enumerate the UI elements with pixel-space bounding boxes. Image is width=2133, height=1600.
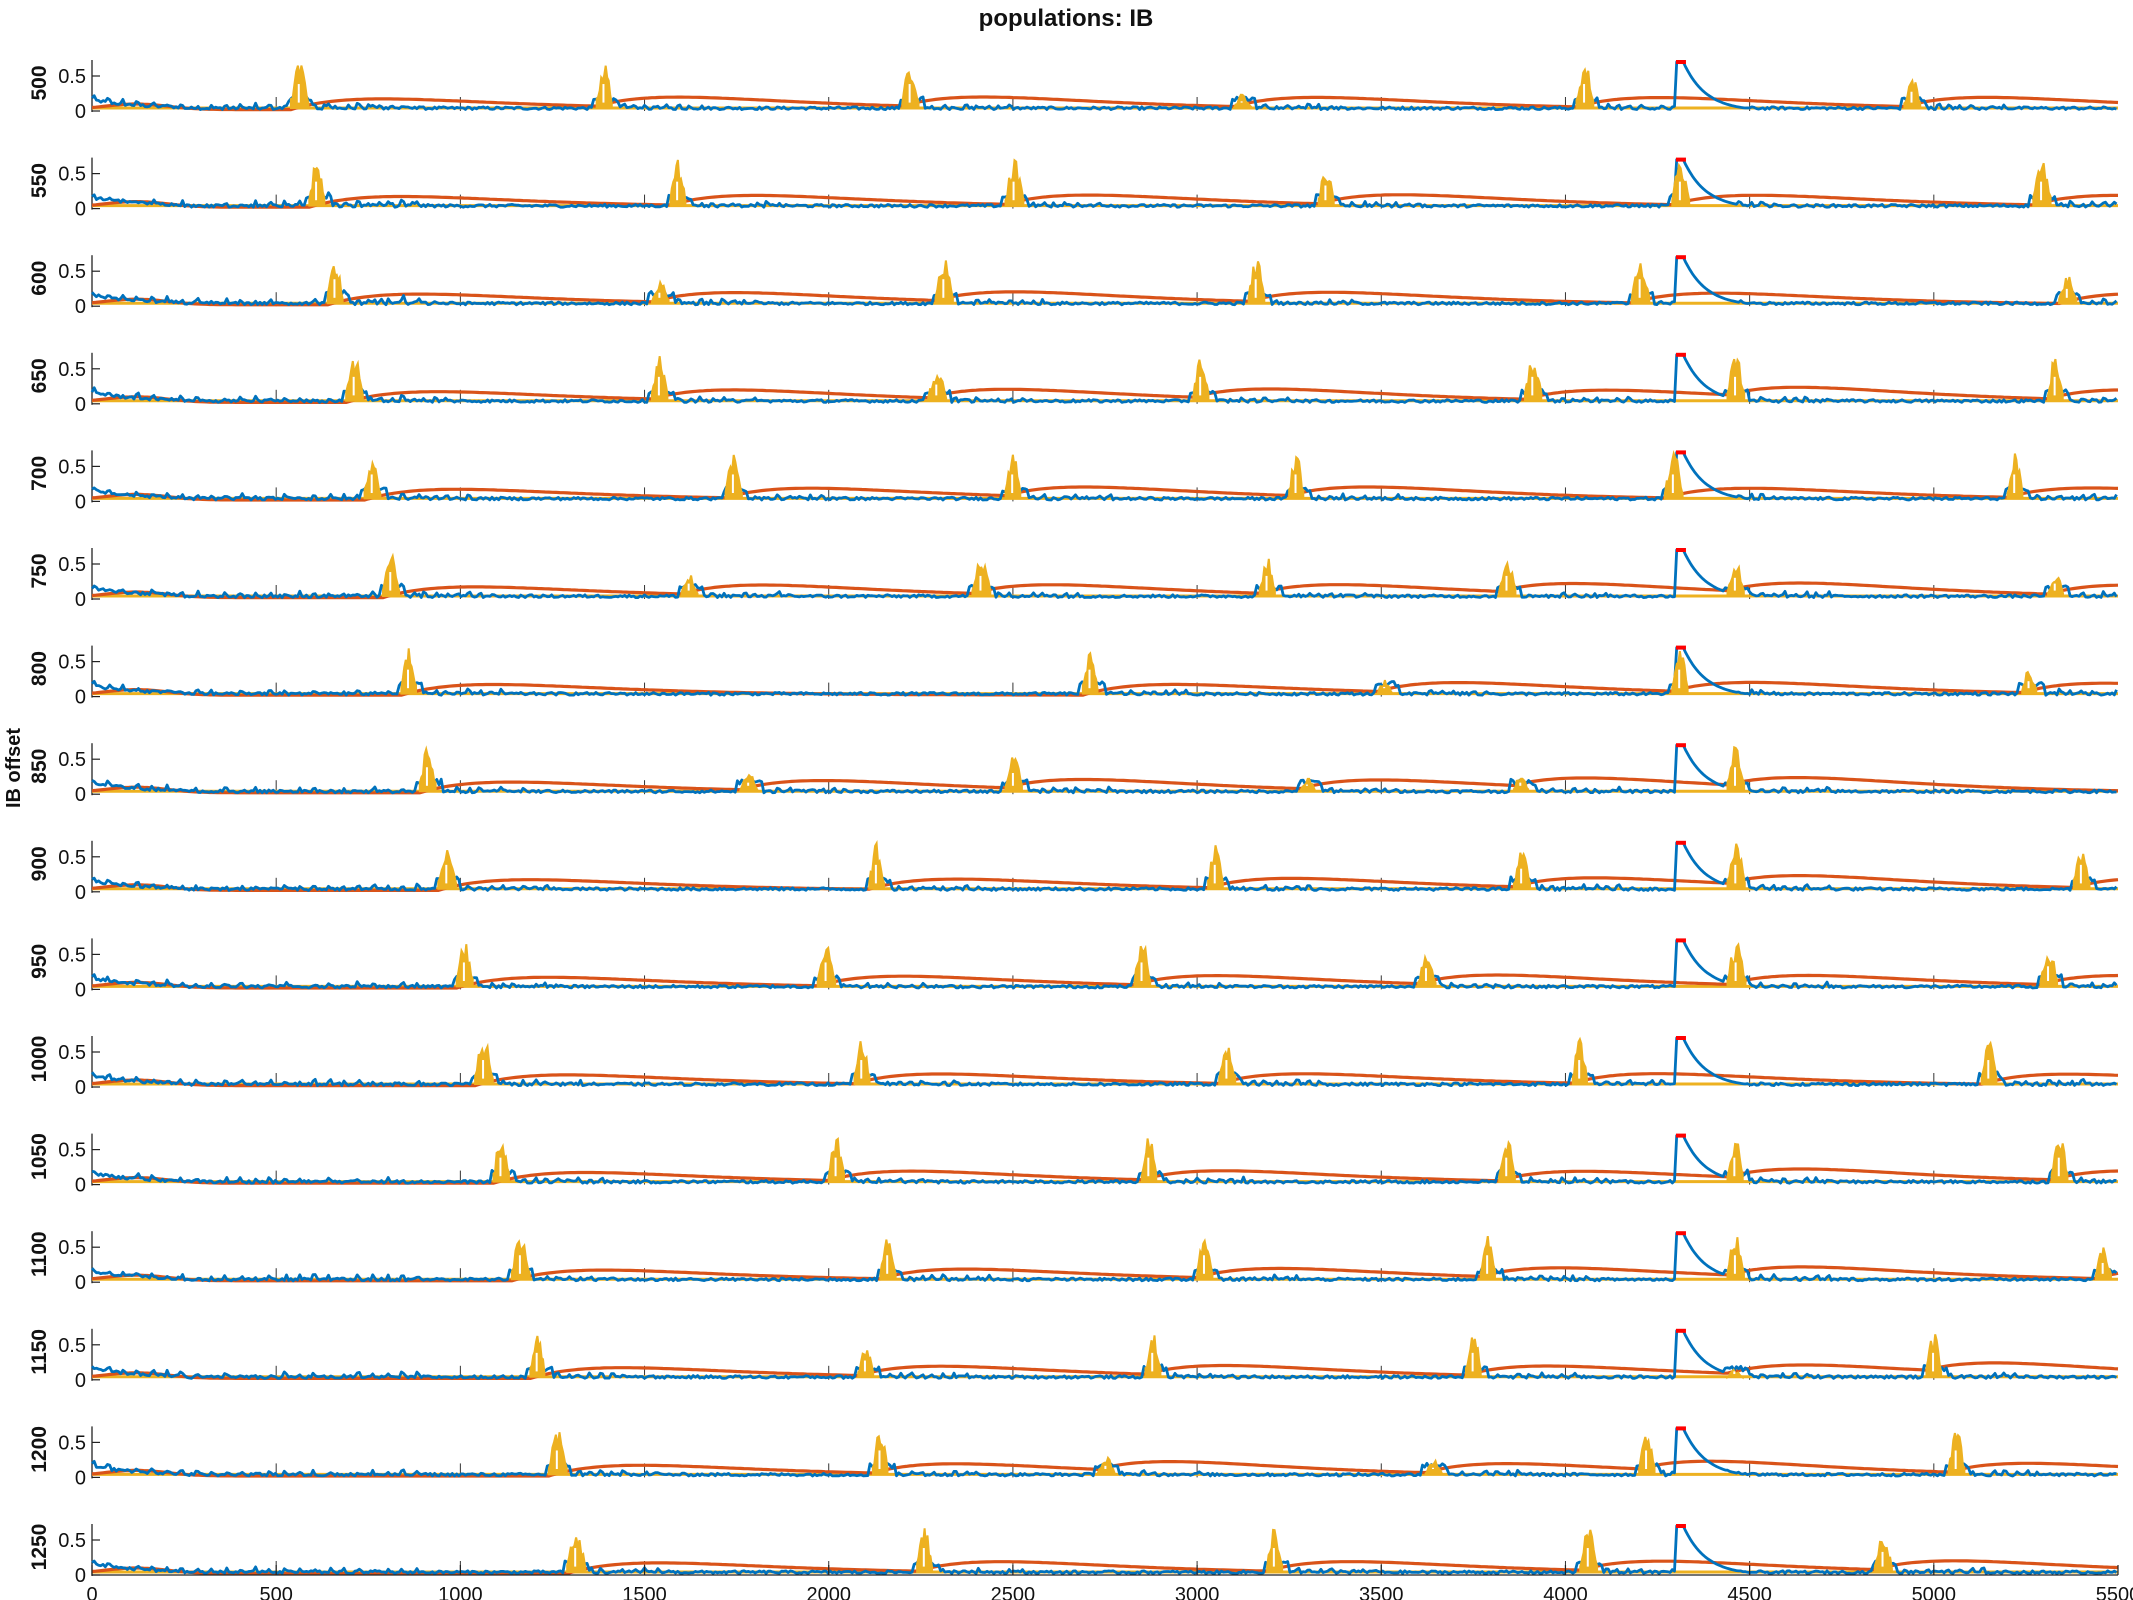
panel-550: 0 0.5 550 (28, 158, 2118, 221)
panel-y-tick-label: 0 (75, 1467, 86, 1489)
panel-y-tick-label: 0.5 (58, 66, 86, 88)
panel-y-tick-label: 0.5 (58, 164, 86, 186)
panel-y-tick-label: 0 (75, 589, 86, 611)
x-tick-label: 1000 (438, 1584, 483, 1600)
panel-600: 0 0.5 600 (28, 255, 2118, 318)
panel-1000: 0 0.5 1000 (28, 1036, 2118, 1099)
panel-800: 0 0.5 800 (28, 646, 2118, 709)
panel-y-tick-label: 0 (75, 1175, 86, 1197)
panel-1250: 0 0.5 1250 (28, 1524, 2118, 1587)
chart-title: populations: IB (979, 5, 1154, 32)
x-tick-label: 4000 (1543, 1584, 1588, 1600)
panel-1200: 0 0.5 1200 (28, 1426, 2118, 1489)
panel-y-tick-label: 0.5 (58, 847, 86, 869)
x-tick-label: 2000 (806, 1584, 851, 1600)
x-tick-label: 3500 (1359, 1584, 1404, 1600)
panel-900: 0 0.5 900 (28, 841, 2118, 904)
x-tick-label: 2500 (991, 1584, 1036, 1600)
panel-y-tick-label: 0 (75, 1370, 86, 1392)
panel-650: 0 0.5 650 (28, 353, 2118, 416)
panel-y-tick-label: 0 (75, 296, 86, 318)
panel-offset-label: 600 (28, 261, 51, 296)
panel-y-tick-label: 0 (75, 199, 86, 221)
panel-offset-label: 1100 (28, 1231, 51, 1277)
x-tick-label: 0 (86, 1584, 97, 1600)
panel-850: 0 0.5 850 (28, 743, 2118, 806)
panel-y-tick-label: 0.5 (58, 554, 86, 576)
panel-y-tick-label: 0 (75, 491, 86, 513)
x-tick-label: 5000 (1912, 1584, 1957, 1600)
panel-1100: 0 0.5 1100 (28, 1231, 2118, 1294)
panel-y-tick-label: 0.5 (58, 261, 86, 283)
panel-y-tick-label: 0.5 (58, 1140, 86, 1162)
series-blue (92, 648, 2117, 696)
panel-y-tick-label: 0.5 (58, 359, 86, 381)
panel-750: 0 0.5 750 (28, 548, 2118, 611)
panel-y-tick-label: 0 (75, 1077, 86, 1099)
panel-offset-label: 700 (28, 456, 51, 491)
panel-y-tick-label: 0 (75, 687, 86, 709)
y-axis-label: IB offset (3, 728, 25, 808)
panel-1050: 0 0.5 1050 (28, 1133, 2118, 1196)
panel-offset-label: 950 (28, 944, 51, 979)
panel-y-tick-label: 0.5 (58, 456, 86, 478)
panel-offset-label: 1250 (28, 1524, 51, 1571)
panel-offset-label: 1200 (28, 1426, 51, 1473)
panel-y-tick-label: 0 (75, 394, 86, 416)
panel-y-tick-label: 0.5 (58, 1432, 86, 1454)
panel-y-tick-label: 0 (75, 784, 86, 806)
series-blue (92, 745, 2117, 793)
panel-1150: 0 0.5 1150 (28, 1329, 2118, 1392)
panel-y-tick-label: 0.5 (58, 1237, 86, 1259)
panel-offset-label: 1000 (28, 1036, 51, 1083)
x-tick-label: 4500 (1727, 1584, 1772, 1600)
panel-y-tick-label: 0.5 (58, 652, 86, 674)
panels-group: 0 0.5 500 0 0.5 550 0 0.5 600 0 0.5 650 0 0.5 700 0 0.5 7… (28, 60, 2118, 1587)
x-tick-label: 1500 (622, 1584, 667, 1600)
series-blue (92, 160, 2117, 208)
panel-y-tick-label: 0 (75, 979, 86, 1001)
panel-y-tick-label: 0.5 (58, 1530, 86, 1552)
panel-offset-label: 800 (28, 651, 51, 686)
panel-y-tick-label: 0 (75, 1565, 86, 1587)
panel-950: 0 0.5 950 (28, 938, 2118, 1001)
series-blue (92, 940, 2117, 988)
panel-offset-label: 650 (28, 358, 51, 393)
x-tick-label: 3000 (1175, 1584, 1220, 1600)
panel-y-tick-label: 0 (75, 1272, 86, 1294)
x-tick-label: 500 (259, 1584, 292, 1600)
panel-offset-label: 1050 (28, 1133, 51, 1180)
panel-offset-label: 750 (28, 553, 51, 588)
panel-y-tick-label: 0 (75, 101, 86, 123)
panel-offset-label: 1150 (28, 1329, 51, 1375)
series-blue (92, 355, 2117, 403)
panel-offset-label: 550 (28, 163, 51, 198)
panel-500: 0 0.5 500 (28, 60, 2118, 123)
panel-offset-label: 850 (28, 749, 51, 784)
panel-700: 0 0.5 700 (28, 450, 2118, 513)
panel-offset-label: 500 (28, 65, 51, 100)
panel-y-tick-label: 0 (75, 882, 86, 904)
panel-y-tick-label: 0.5 (58, 1042, 86, 1064)
series-blue (92, 1136, 2117, 1184)
panel-y-tick-label: 0.5 (58, 944, 86, 966)
panel-y-tick-label: 0.5 (58, 749, 86, 771)
panel-y-tick-label: 0.5 (58, 1335, 86, 1357)
panel-offset-label: 900 (28, 846, 51, 881)
